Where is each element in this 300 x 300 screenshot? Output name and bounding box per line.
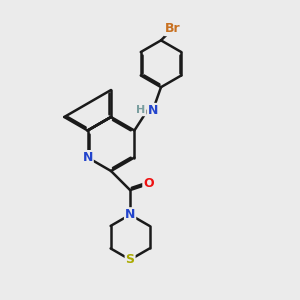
Text: N: N — [82, 151, 93, 164]
Text: H: H — [136, 105, 146, 116]
Text: N: N — [125, 208, 135, 221]
Text: N: N — [148, 104, 158, 117]
Text: Br: Br — [165, 22, 181, 35]
Text: S: S — [126, 253, 135, 266]
Text: O: O — [143, 177, 154, 190]
